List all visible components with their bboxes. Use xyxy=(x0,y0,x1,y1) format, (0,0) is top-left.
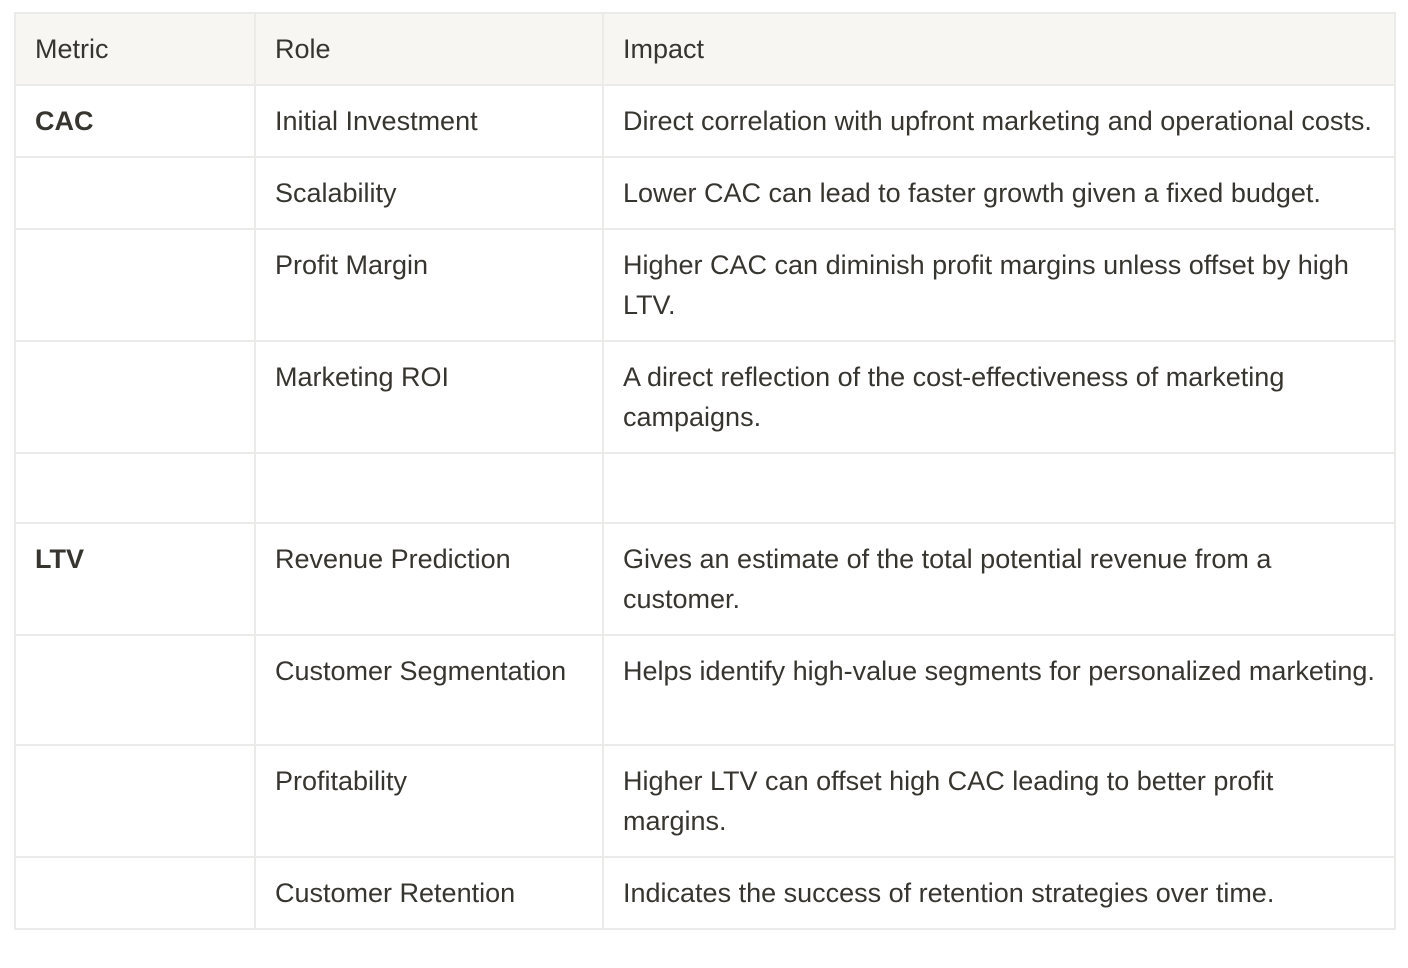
table-row: Profit Margin Higher CAC can diminish pr… xyxy=(14,228,1396,342)
metric-cell xyxy=(14,452,256,524)
impact-cell: Direct correlation with upfront marketin… xyxy=(602,84,1396,158)
metric-cell: LTV xyxy=(14,522,256,636)
table-body: CAC Initial Investment Direct correlatio… xyxy=(14,84,1396,930)
impact-cell: Higher CAC can diminish profit margins u… xyxy=(602,228,1396,342)
role-cell: Scalability xyxy=(254,156,604,230)
impact-cell: Gives an estimate of the total potential… xyxy=(602,522,1396,636)
metric-cell xyxy=(14,856,256,930)
header-role: Role xyxy=(254,12,604,86)
role-cell: Revenue Prediction xyxy=(254,522,604,636)
impact-cell: Helps identify high-value segments for p… xyxy=(602,634,1396,746)
impact-cell: Lower CAC can lead to faster growth give… xyxy=(602,156,1396,230)
table-row: Profitability Higher LTV can offset high… xyxy=(14,744,1396,858)
table-row xyxy=(14,452,1396,524)
impact-cell: Higher LTV can offset high CAC leading t… xyxy=(602,744,1396,858)
header-row: Metric Role Impact xyxy=(14,12,1396,86)
impact-cell: A direct reflection of the cost-effectiv… xyxy=(602,340,1396,454)
header-metric: Metric xyxy=(14,12,256,86)
table-row: Marketing ROI A direct reflection of the… xyxy=(14,340,1396,454)
metrics-table: Metric Role Impact CAC Initial Investmen… xyxy=(14,12,1396,930)
role-cell: Profit Margin xyxy=(254,228,604,342)
role-cell: Profitability xyxy=(254,744,604,858)
metric-cell xyxy=(14,634,256,746)
role-cell: Customer Retention xyxy=(254,856,604,930)
table-row: Customer Retention Indicates the success… xyxy=(14,856,1396,930)
table-header: Metric Role Impact xyxy=(14,12,1396,86)
metric-cell xyxy=(14,340,256,454)
metric-cell xyxy=(14,744,256,858)
role-cell xyxy=(254,452,604,524)
impact-cell: Indicates the success of retention strat… xyxy=(602,856,1396,930)
metric-cell xyxy=(14,156,256,230)
table-row: LTV Revenue Prediction Gives an estimate… xyxy=(14,522,1396,636)
role-cell: Marketing ROI xyxy=(254,340,604,454)
table-row: Scalability Lower CAC can lead to faster… xyxy=(14,156,1396,230)
metric-cell: CAC xyxy=(14,84,256,158)
metric-cell xyxy=(14,228,256,342)
header-impact: Impact xyxy=(602,12,1396,86)
role-cell: Customer Segmentation xyxy=(254,634,604,746)
table-row: CAC Initial Investment Direct correlatio… xyxy=(14,84,1396,158)
table-row: Customer Segmentation Helps identify hig… xyxy=(14,634,1396,746)
impact-cell xyxy=(602,452,1396,524)
role-cell: Initial Investment xyxy=(254,84,604,158)
